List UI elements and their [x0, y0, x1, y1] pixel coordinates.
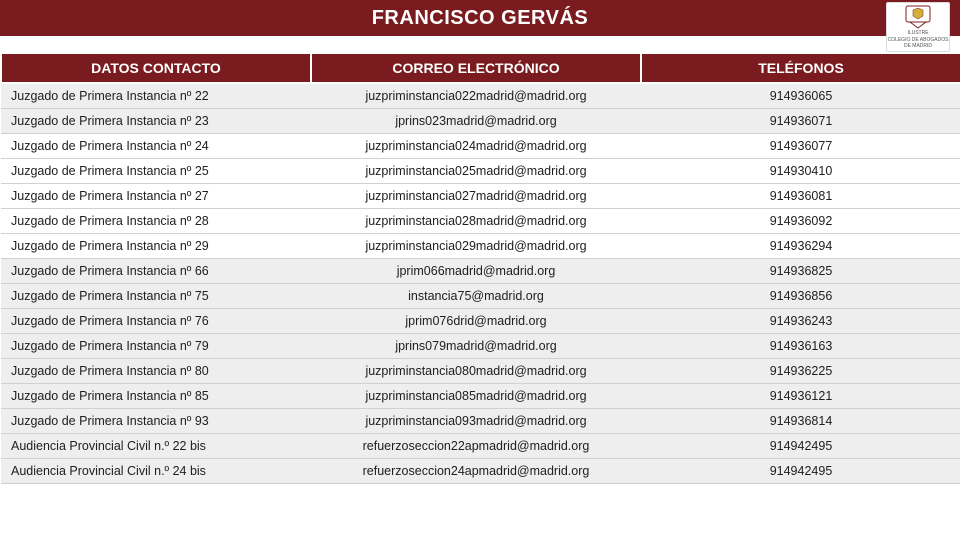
cell-phone: 914930410 [641, 159, 960, 184]
directory-table: DATOS CONTACTO CORREO ELECTRÓNICO TELÉFO… [0, 52, 960, 484]
institution-logo: ILUSTRE COLEGIO DE ABOGADOS DE MADRID [886, 2, 950, 52]
table-row: Juzgado de Primera Instancia nº 28juzpri… [1, 209, 960, 234]
cell-email: juzpriminstancia093madrid@madrid.org [311, 409, 641, 434]
cell-contact: Juzgado de Primera Instancia nº 28 [1, 209, 311, 234]
cell-contact: Juzgado de Primera Instancia nº 24 [1, 134, 311, 159]
title-bar: FRANCISCO GERVÁS ILUSTRE COLEGIO DE ABOG… [0, 0, 960, 36]
cell-contact: Juzgado de Primera Instancia nº 85 [1, 384, 311, 409]
header-phone: TELÉFONOS [641, 53, 960, 83]
cell-email: instancia75@madrid.org [311, 284, 641, 309]
table-row: Juzgado de Primera Instancia nº 27juzpri… [1, 184, 960, 209]
table-row: Juzgado de Primera Instancia nº 79jprins… [1, 334, 960, 359]
crest-icon [904, 5, 932, 29]
table-row: Juzgado de Primera Instancia nº 25juzpri… [1, 159, 960, 184]
table-row: Juzgado de Primera Instancia nº 22juzpri… [1, 83, 960, 109]
cell-email: juzpriminstancia025madrid@madrid.org [311, 159, 641, 184]
cell-contact: Juzgado de Primera Instancia nº 75 [1, 284, 311, 309]
cell-email: juzpriminstancia024madrid@madrid.org [311, 134, 641, 159]
cell-phone: 914936071 [641, 109, 960, 134]
cell-email: jprim066madrid@madrid.org [311, 259, 641, 284]
cell-phone: 914936243 [641, 309, 960, 334]
cell-email: refuerzoseccion24apmadrid@madrid.org [311, 459, 641, 484]
cell-email: jprins079madrid@madrid.org [311, 334, 641, 359]
table-row: Juzgado de Primera Instancia nº 80juzpri… [1, 359, 960, 384]
cell-phone: 914936814 [641, 409, 960, 434]
cell-phone: 914936081 [641, 184, 960, 209]
cell-email: jprim076drid@madrid.org [311, 309, 641, 334]
table-row: Juzgado de Primera Instancia nº 93juzpri… [1, 409, 960, 434]
cell-phone: 914942495 [641, 434, 960, 459]
header-contact: DATOS CONTACTO [1, 53, 311, 83]
table-row: Juzgado de Primera Instancia nº 24juzpri… [1, 134, 960, 159]
cell-email: refuerzoseccion22apmadrid@madrid.org [311, 434, 641, 459]
table-row: Audiencia Provincial Civil n.º 22 bisref… [1, 434, 960, 459]
cell-phone: 914936856 [641, 284, 960, 309]
cell-email: juzpriminstancia085madrid@madrid.org [311, 384, 641, 409]
cell-phone: 914942495 [641, 459, 960, 484]
cell-phone: 914936065 [641, 83, 960, 109]
table-row: Juzgado de Primera Instancia nº 29juzpri… [1, 234, 960, 259]
cell-contact: Audiencia Provincial Civil n.º 24 bis [1, 459, 311, 484]
cell-contact: Juzgado de Primera Instancia nº 76 [1, 309, 311, 334]
cell-phone: 914936092 [641, 209, 960, 234]
table-header-row: DATOS CONTACTO CORREO ELECTRÓNICO TELÉFO… [1, 53, 960, 83]
cell-phone: 914936225 [641, 359, 960, 384]
cell-phone: 914936077 [641, 134, 960, 159]
table-body: Juzgado de Primera Instancia nº 22juzpri… [1, 83, 960, 484]
cell-contact: Juzgado de Primera Instancia nº 79 [1, 334, 311, 359]
cell-phone: 914936294 [641, 234, 960, 259]
cell-contact: Juzgado de Primera Instancia nº 23 [1, 109, 311, 134]
cell-phone: 914936163 [641, 334, 960, 359]
cell-email: juzpriminstancia028madrid@madrid.org [311, 209, 641, 234]
cell-phone: 914936825 [641, 259, 960, 284]
cell-email: juzpriminstancia027madrid@madrid.org [311, 184, 641, 209]
cell-phone: 914936121 [641, 384, 960, 409]
table-row: Juzgado de Primera Instancia nº 66jprim0… [1, 259, 960, 284]
table-row: Juzgado de Primera Instancia nº 75instan… [1, 284, 960, 309]
cell-contact: Juzgado de Primera Instancia nº 80 [1, 359, 311, 384]
table-row: Audiencia Provincial Civil n.º 24 bisref… [1, 459, 960, 484]
table-row: Juzgado de Primera Instancia nº 76jprim0… [1, 309, 960, 334]
header-email: CORREO ELECTRÓNICO [311, 53, 641, 83]
logo-caption-top: ILUSTRE [907, 31, 928, 37]
cell-contact: Juzgado de Primera Instancia nº 93 [1, 409, 311, 434]
cell-email: juzpriminstancia022madrid@madrid.org [311, 83, 641, 109]
cell-contact: Juzgado de Primera Instancia nº 25 [1, 159, 311, 184]
logo-caption-bottom: COLEGIO DE ABOGADOS DE MADRID [887, 38, 949, 49]
cell-email: juzpriminstancia029madrid@madrid.org [311, 234, 641, 259]
cell-contact: Juzgado de Primera Instancia nº 27 [1, 184, 311, 209]
cell-email: jprins023madrid@madrid.org [311, 109, 641, 134]
cell-contact: Juzgado de Primera Instancia nº 22 [1, 83, 311, 109]
cell-contact: Juzgado de Primera Instancia nº 66 [1, 259, 311, 284]
table-row: Juzgado de Primera Instancia nº 85juzpri… [1, 384, 960, 409]
cell-contact: Audiencia Provincial Civil n.º 22 bis [1, 434, 311, 459]
cell-contact: Juzgado de Primera Instancia nº 29 [1, 234, 311, 259]
cell-email: juzpriminstancia080madrid@madrid.org [311, 359, 641, 384]
table-row: Juzgado de Primera Instancia nº 23jprins… [1, 109, 960, 134]
page-title: FRANCISCO GERVÁS [372, 7, 589, 30]
